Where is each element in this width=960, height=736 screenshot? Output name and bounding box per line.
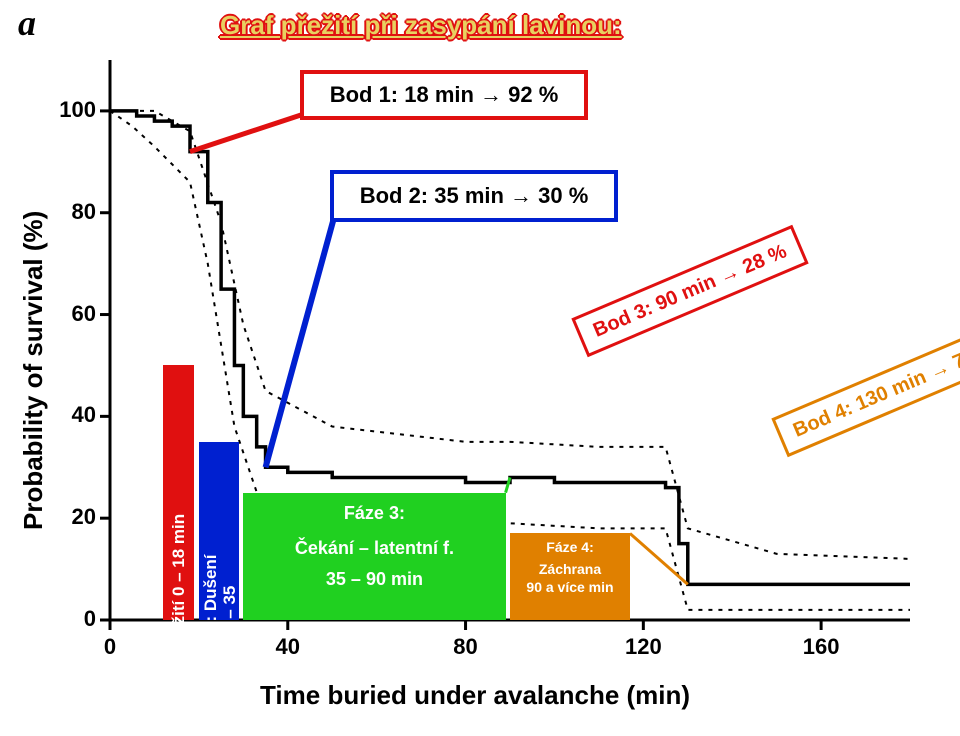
- phase-3-line3: 35 – 90 min: [243, 559, 505, 590]
- x-tick-label: 0: [90, 634, 130, 660]
- x-tick-label: 120: [623, 634, 663, 660]
- phase-3-title: Fáze 3:: [243, 493, 505, 524]
- phase-3-bar: Fáze 3: Čekání – latentní f. 35 – 90 min: [243, 493, 505, 620]
- callout-bod2: Bod 2: 35 min → 30 %: [330, 170, 618, 222]
- y-tick-label: 60: [72, 301, 96, 327]
- phase-4-bar: Fáze 4: Záchrana 90 a více min: [510, 533, 630, 620]
- x-tick-label: 40: [268, 634, 308, 660]
- phase-3-line2: Čekání – latentní f.: [243, 524, 505, 559]
- phase-4-title: Fáze 4:: [510, 533, 630, 555]
- y-tick-label: 100: [59, 97, 96, 123]
- phase-4-line2: Záchrana: [510, 555, 630, 577]
- x-tick-label: 160: [801, 634, 841, 660]
- y-tick-label: 80: [72, 199, 96, 225]
- phase-4-line3: 90 a více min: [510, 577, 630, 595]
- phase-2-bar: Fáze 2: Dušení 18 – 35: [199, 442, 239, 620]
- y-tick-label: 40: [72, 402, 96, 428]
- figure-root: a Probability of survival (%) Time burie…: [0, 0, 960, 720]
- chart-title: Graf přežití při zasypání lavinou:: [220, 10, 622, 41]
- phase-2-label: Fáze 2: Dušení: [201, 530, 221, 698]
- y-tick-label: 20: [72, 504, 96, 530]
- phase-2-sublabel: 18 – 35: [220, 530, 240, 698]
- phase-1-label: Fáze 1: Přežití 0 – 18 min: [169, 492, 189, 736]
- x-tick-label: 80: [446, 634, 486, 660]
- y-tick-label: 0: [84, 606, 96, 632]
- phase-1-bar: Fáze 1: Přežití 0 – 18 min: [163, 365, 194, 620]
- callout-bod1: Bod 1: 18 min → 92 %: [300, 70, 588, 120]
